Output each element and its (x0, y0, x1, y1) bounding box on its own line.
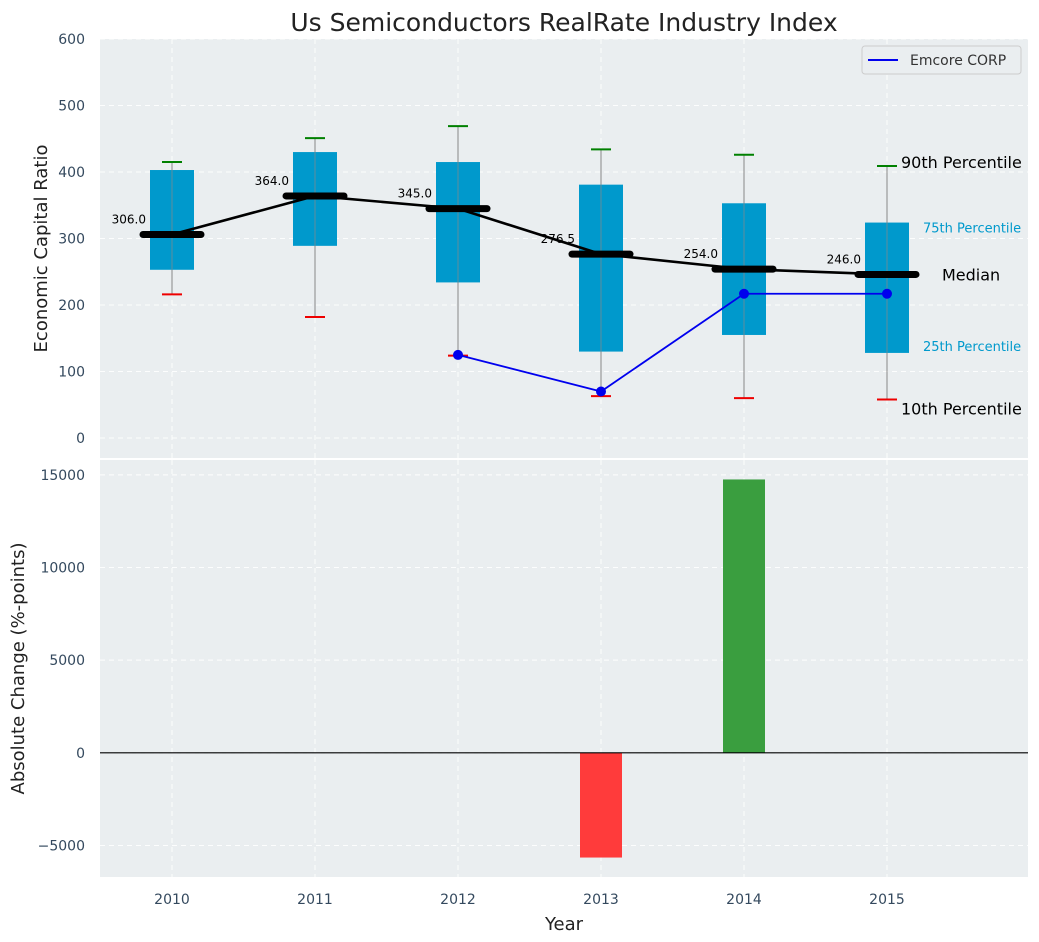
boxplot-y-tick-label: 500 (58, 99, 85, 115)
chart-title: Us Semiconductors RealRate Industry Inde… (290, 8, 837, 37)
boxplot-y-tick-label: 200 (58, 298, 85, 314)
box-2012 (436, 125, 480, 357)
legend: Emcore CORP (861, 45, 1022, 75)
median-value-label: 276.5 (541, 232, 575, 246)
x-tick-label: 2012 (440, 892, 476, 908)
boxplot-panel: 0 100 200 300 400 500 600 306.0 364.0 345.0 276.5… (31, 32, 1028, 458)
x-tick-label: 2010 (154, 892, 190, 908)
legend-label-emcore: Emcore CORP (910, 53, 1006, 69)
x-axis-label: Year (544, 914, 584, 935)
boxplot-y-tick-label: 300 (58, 232, 85, 248)
change-y-tick-label: 10000 (40, 560, 85, 576)
change-y-tick-label: 0 (76, 746, 85, 762)
annotation-p25: 25th Percentile (923, 340, 1021, 355)
company-point-2015 (882, 288, 892, 299)
company-point-2012 (453, 349, 463, 360)
annotation-median: Median (942, 265, 1000, 284)
company-point-2013 (596, 386, 606, 397)
annotation-p10: 10th Percentile (901, 399, 1022, 418)
change-plot-area (100, 460, 1028, 877)
boxplot-y-tick-label: 100 (58, 365, 85, 381)
x-tick-label: 2011 (297, 892, 333, 908)
box-2013 (579, 148, 623, 398)
company-point-2014 (739, 288, 749, 299)
median-value-label: 246.0 (827, 252, 861, 266)
annotation-p90: 90th Percentile (901, 153, 1022, 172)
x-tick-label: 2014 (726, 892, 762, 908)
box-2015 (865, 165, 909, 401)
annotation-p75: 75th Percentile (923, 222, 1021, 237)
median-value-label: 306.0 (112, 213, 146, 227)
x-tick-label: 2013 (583, 892, 619, 908)
change-panel: −5000 0 5000 10000 15000 2010 2011 2012 2013 201… (8, 460, 1028, 935)
legend-box (861, 45, 1022, 75)
boxplot-y-axis-label: Economic Capital Ratio (31, 145, 52, 353)
boxplot-y-tick-label: 400 (58, 165, 85, 181)
median-value-label: 254.0 (684, 247, 718, 261)
company-line (457, 292, 887, 393)
change-y-axis-label: Absolute Change (%-points) (8, 543, 29, 795)
change-bar-2013 (580, 752, 622, 858)
change-bar-2014 (723, 479, 765, 753)
change-y-tick-label: −5000 (38, 838, 85, 854)
boxplot-y-tick-label: 0 (76, 431, 85, 447)
boxplot-y-tick-label: 600 (58, 32, 85, 48)
x-tick-label: 2015 (869, 892, 905, 908)
change-y-tick-label: 5000 (49, 653, 85, 669)
median-value-label: 364.0 (255, 174, 289, 188)
median-value-label: 345.0 (398, 187, 432, 201)
box-2010 (150, 161, 194, 296)
change-y-tick-label: 15000 (40, 468, 85, 484)
